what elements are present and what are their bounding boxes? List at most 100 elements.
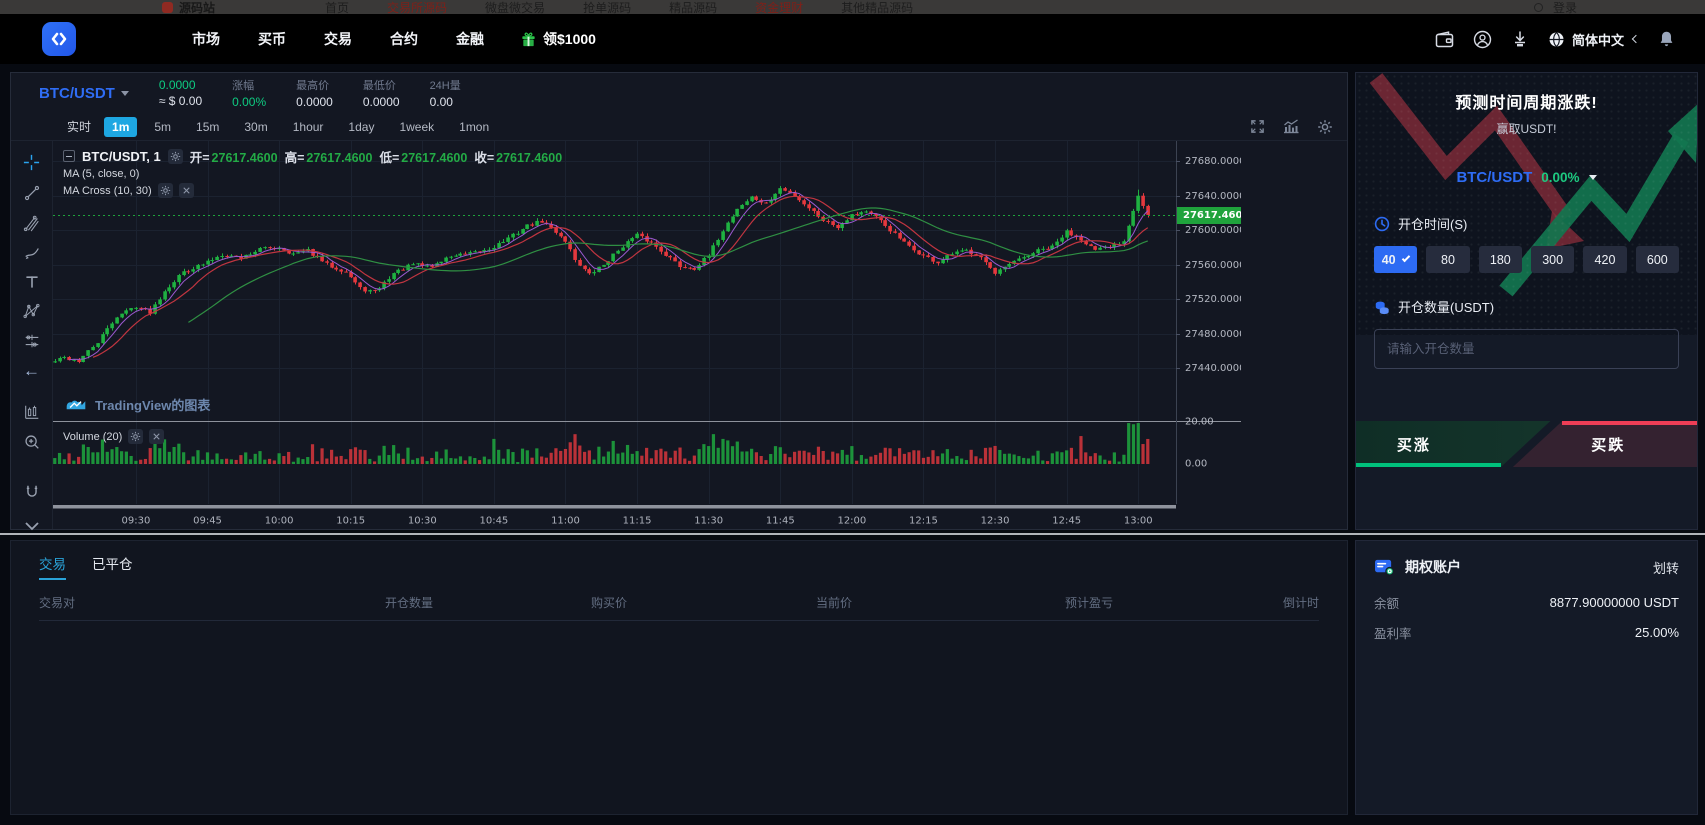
realtime-button[interactable]: 实时 — [67, 120, 92, 134]
column-倒计时: 倒计时 — [1282, 596, 1319, 610]
interval-1mon[interactable]: 1mon — [459, 119, 490, 134]
ticker-change: 涨幅 0.00% — [232, 80, 267, 109]
indicator-close-icon[interactable] — [178, 183, 194, 198]
strip-item[interactable]: 交易所源码 — [387, 0, 448, 15]
volume-indicator-label: Volume (20) — [63, 430, 123, 443]
notifications-bell-icon[interactable] — [1658, 30, 1675, 48]
background-login[interactable]: 登录 — [1533, 0, 1577, 14]
indicator-settings-gear-icon[interactable] — [157, 183, 173, 198]
magnet-tool-icon[interactable] — [19, 483, 45, 501]
strip-item[interactable]: 资金理财 — [755, 0, 804, 15]
fullscreen-icon[interactable] — [1250, 119, 1265, 134]
nav-item[interactable]: 买币 — [258, 31, 286, 47]
interval-1week[interactable]: 1week — [399, 119, 435, 134]
transfer-link[interactable]: 划转 — [1652, 560, 1679, 576]
interval-1day[interactable]: 1day — [348, 119, 375, 134]
tradingview-attribution-label: TradingView的图表 — [95, 398, 211, 413]
duration-40[interactable]: 40 — [1374, 246, 1418, 273]
strip-item[interactable]: 首页 — [325, 0, 350, 15]
buy-down-accent — [1562, 421, 1697, 425]
pitchfork-tool-icon[interactable] — [19, 214, 45, 232]
download-icon[interactable] — [1511, 30, 1529, 48]
nav-item[interactable]: 金融 — [456, 31, 484, 47]
interval-5m[interactable]: 5m — [154, 119, 172, 134]
high-value: 0.0000 — [296, 95, 333, 109]
forecast-tool-icon[interactable] — [19, 332, 45, 350]
tab-已平仓[interactable]: 已平仓 — [92, 557, 133, 572]
nav-item[interactable]: 市场 — [192, 31, 220, 47]
tradingview-logo-icon — [66, 400, 86, 409]
chart-canvas[interactable] — [53, 141, 1241, 531]
globe-icon — [1549, 31, 1564, 47]
clock-icon — [1374, 216, 1390, 231]
indicators-icon[interactable] — [1282, 119, 1300, 134]
nav-item[interactable]: 合约 — [390, 31, 418, 47]
interval-bar: 实时 1m 5m 15m 30m 1hour 1day 1week 1mon — [11, 113, 1347, 141]
crosshair-tool-icon[interactable] — [19, 153, 45, 172]
volume-value: 0.00 — [429, 95, 453, 109]
text-tool-icon[interactable] — [19, 274, 45, 290]
strip-item[interactable]: 其他精品源码 — [841, 0, 914, 15]
duration-300[interactable]: 300 — [1530, 246, 1575, 273]
background-page-strip: 源码站 首页 交易所源码 微盘微交易 抢单源码 精品源码 资金理财 其他精品源码 登录 — [0, 0, 1705, 14]
ticker-volume: 24H量 0.00 — [429, 80, 461, 109]
prediction-pair-label: BTC/USDT — [1456, 169, 1533, 186]
brush-tool-icon[interactable] — [19, 244, 45, 262]
wallet-icon[interactable] — [1435, 30, 1454, 48]
navbar: 市场 买币 交易 合约 金融 领$1000 简体中文 — [0, 14, 1705, 64]
duration-600[interactable]: 600 — [1635, 246, 1679, 273]
background-brand: 源码站 — [162, 0, 215, 14]
orders-header-divider — [39, 620, 1319, 621]
amount-input[interactable] — [1375, 330, 1678, 368]
column-开仓数量: 开仓数量 — [384, 596, 433, 610]
pattern-tool-icon[interactable] — [19, 302, 45, 320]
interval-15m[interactable]: 15m — [196, 119, 220, 134]
language-select[interactable]: 简体中文 — [1548, 30, 1641, 49]
code-brackets-icon — [51, 32, 67, 46]
app-logo[interactable] — [42, 22, 76, 56]
nav-menu: 市场 买币 交易 合约 金融 — [192, 29, 484, 49]
background-brand-label: 源码站 — [179, 0, 216, 15]
duration-80[interactable]: 80 — [1426, 246, 1470, 273]
toolbar-collapse-chevron-icon[interactable] — [19, 521, 45, 531]
column-预计盈亏: 预计盈亏 — [1064, 596, 1113, 610]
strip-item[interactable]: 微盘微交易 — [485, 0, 546, 15]
pair-selector[interactable]: BTC/USDT — [39, 85, 129, 102]
pair-label: BTC/USDT — [39, 84, 115, 102]
strip-item[interactable]: 抢单源码 — [583, 0, 632, 15]
legend-settings-gear-icon[interactable] — [167, 148, 183, 164]
zoom-in-tool-icon[interactable] — [19, 433, 45, 451]
strip-item[interactable]: 精品源码 — [669, 0, 718, 15]
prediction-trade-card: 预测时间周期涨跌! 赢取USDT! BTC/USDT 0.00% 开仓时间(S)… — [1355, 72, 1698, 530]
tab-交易[interactable]: 交易 — [39, 553, 66, 580]
duration-420[interactable]: 420 — [1583, 246, 1627, 273]
volume-close-icon[interactable] — [149, 429, 165, 444]
prediction-change: 0.00% — [1541, 170, 1580, 185]
tradingview-attribution[interactable]: TradingView的图表 — [65, 395, 210, 414]
prediction-pair-selector[interactable]: BTC/USDT 0.00% — [1356, 169, 1697, 186]
orders-panel: 交易 已平仓 交易对 开仓数量 购买价 当前价 预计盈亏 倒计时 — [10, 540, 1348, 815]
buy-up-accent — [1356, 463, 1501, 467]
chevron-left-icon — [1631, 34, 1641, 44]
back-arrow-tool-icon[interactable]: ← — [23, 361, 40, 380]
top-strip-menu: 首页 交易所源码 微盘微交易 抢单源码 精品源码 资金理财 其他精品源码 — [325, 0, 914, 15]
column-购买价: 购买价 — [590, 596, 627, 610]
interval-1m[interactable]: 1m — [104, 116, 138, 137]
duration-buttons: 40 80 180 300 420 600 — [1374, 246, 1679, 273]
settings-gear-icon[interactable] — [1317, 119, 1333, 135]
volume-settings-gear-icon[interactable] — [128, 429, 144, 444]
claim-bonus-button[interactable]: 领$1000 — [520, 29, 596, 49]
legend-collapse-icon[interactable] — [63, 150, 75, 162]
gift-icon — [522, 32, 535, 46]
nav-item[interactable]: 交易 — [324, 31, 352, 47]
claim-bonus-label: 领$1000 — [543, 31, 596, 47]
duration-180[interactable]: 180 — [1478, 246, 1522, 273]
bar-pattern-tool-icon[interactable] — [19, 403, 45, 421]
account-icon[interactable] — [1473, 30, 1492, 49]
trendline-tool-icon[interactable] — [19, 184, 45, 202]
chevron-down-icon — [120, 90, 129, 96]
interval-30m[interactable]: 30m — [244, 119, 268, 134]
prediction-subtitle: 赢取USDT! — [1496, 122, 1557, 136]
interval-1hour[interactable]: 1hour — [292, 119, 324, 134]
